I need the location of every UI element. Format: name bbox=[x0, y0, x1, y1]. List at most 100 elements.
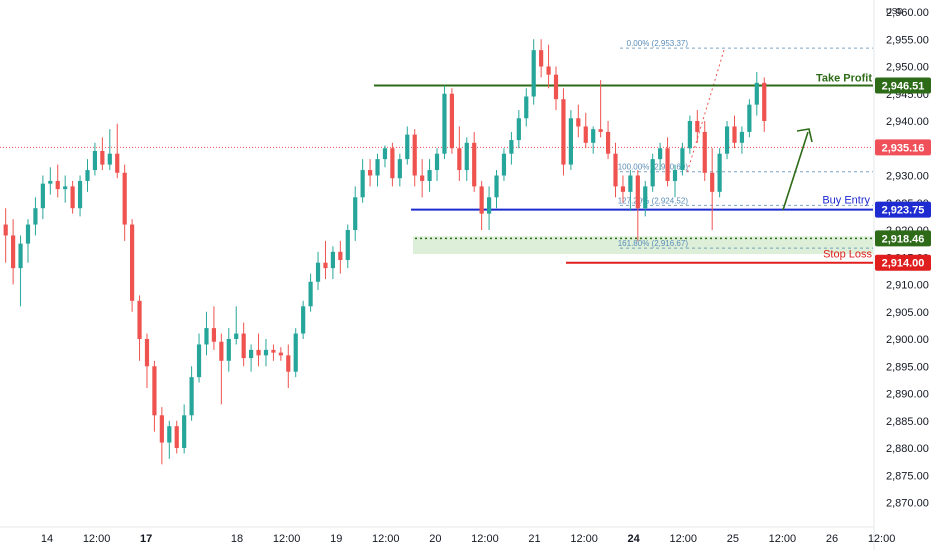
candle-body bbox=[278, 352, 283, 356]
candle-body bbox=[702, 131, 707, 173]
candle-body bbox=[219, 341, 224, 361]
candle-body bbox=[420, 175, 425, 181]
candle-body bbox=[211, 328, 217, 342]
candle-body bbox=[598, 129, 603, 132]
candle-body bbox=[107, 153, 112, 165]
candle-body bbox=[174, 426, 179, 448]
candle-body bbox=[256, 349, 261, 356]
candle-body bbox=[457, 148, 462, 171]
candle-body bbox=[360, 170, 365, 198]
candle-body bbox=[687, 121, 692, 149]
time-axis-tick-label: 12:00 bbox=[273, 533, 301, 545]
take-profit-label: Take Profit bbox=[816, 73, 872, 85]
time-axis-tick-label: 24 bbox=[628, 533, 641, 545]
time-axis-tick-label: 12:00 bbox=[570, 533, 598, 545]
time-axis-tick-label: 12:00 bbox=[372, 533, 400, 545]
candle-body bbox=[204, 328, 209, 345]
candle-body bbox=[182, 415, 187, 448]
price-axis-currency: USD bbox=[886, 7, 903, 16]
candle-body bbox=[762, 82, 767, 121]
candle-body bbox=[130, 224, 135, 301]
candle-body bbox=[345, 230, 350, 260]
candle-body bbox=[338, 251, 343, 260]
candle-body bbox=[70, 186, 75, 209]
candle-body bbox=[33, 208, 38, 225]
candle-body bbox=[271, 349, 276, 353]
price-axis-tick-label: 2,960.00 bbox=[886, 7, 929, 19]
candle-body bbox=[115, 153, 120, 173]
candle-body bbox=[509, 140, 514, 154]
candle-body bbox=[382, 148, 388, 160]
candle-body bbox=[226, 339, 231, 361]
price-axis-tick-label: 2,900.00 bbox=[886, 334, 929, 346]
candle-body bbox=[315, 262, 321, 282]
candle-body bbox=[568, 118, 573, 165]
candle-body bbox=[539, 50, 544, 67]
candle-body bbox=[739, 131, 745, 143]
candle-body bbox=[754, 82, 759, 105]
projection-arrow-head bbox=[796, 128, 813, 143]
candle-body bbox=[546, 66, 551, 75]
price-axis-tick-label: 2,875.00 bbox=[886, 470, 929, 482]
candle-body bbox=[747, 104, 752, 132]
candle-body bbox=[55, 180, 60, 190]
current-price-tag bbox=[875, 139, 931, 156]
take-profit-tag-label: 2,946.51 bbox=[882, 81, 925, 93]
candle-body bbox=[472, 142, 477, 187]
candle-body bbox=[658, 148, 663, 160]
candle-body bbox=[412, 134, 417, 176]
candle-body bbox=[234, 333, 239, 339]
candle-body bbox=[85, 170, 90, 181]
candle-body bbox=[323, 262, 328, 269]
candle-body bbox=[524, 96, 529, 119]
price-axis-tick-label: 2,910.00 bbox=[886, 280, 929, 292]
candle-body bbox=[620, 186, 626, 192]
candle-body bbox=[286, 355, 291, 372]
candle-body bbox=[77, 180, 83, 209]
candle-body bbox=[650, 159, 655, 187]
candle-body bbox=[635, 175, 640, 209]
time-axis-tick-label: 14 bbox=[41, 533, 53, 545]
candle-body bbox=[137, 300, 142, 339]
candle-body bbox=[695, 121, 700, 132]
candle-body bbox=[189, 377, 194, 416]
buy-entry-tag bbox=[875, 201, 931, 218]
candle-body bbox=[196, 344, 202, 378]
price-axis-tick-label: 2,880.00 bbox=[886, 443, 929, 455]
projection-arrow-line bbox=[782, 131, 809, 211]
support-tag bbox=[875, 230, 931, 247]
candle-body bbox=[25, 224, 31, 244]
candle-body bbox=[427, 170, 432, 181]
buy-entry-tag-label: 2,923.75 bbox=[882, 205, 925, 217]
time-axis-tick-label: 12:00 bbox=[769, 533, 797, 545]
candle-body bbox=[353, 197, 358, 230]
candle-body bbox=[605, 131, 611, 154]
candle-body bbox=[293, 333, 298, 372]
candle-body bbox=[628, 175, 633, 192]
take-profit-tag bbox=[875, 77, 931, 94]
candle-body bbox=[516, 118, 521, 141]
support-tag-label: 2,918.46 bbox=[882, 233, 925, 245]
candle-body bbox=[643, 186, 648, 209]
candle-body bbox=[390, 148, 395, 179]
price-axis-tick-label: 2,895.00 bbox=[886, 361, 929, 373]
candle-body bbox=[330, 251, 336, 269]
candle-body bbox=[375, 159, 380, 176]
candle-body bbox=[486, 197, 492, 214]
current-price-tag-label: 2,935.16 bbox=[882, 142, 925, 154]
stop-loss-tag bbox=[875, 254, 931, 271]
candle-body bbox=[92, 150, 98, 171]
candle-body bbox=[40, 183, 45, 209]
candle-body bbox=[672, 170, 678, 181]
time-axis-tick-label: 17 bbox=[140, 533, 152, 545]
price-axis-tick-label: 2,870.00 bbox=[886, 498, 929, 510]
candle-body bbox=[241, 333, 246, 359]
candle-body bbox=[576, 118, 581, 127]
candle-body bbox=[710, 172, 715, 192]
candle-body bbox=[724, 126, 730, 154]
fib-level-label: 0.00% (2,953.37) bbox=[627, 39, 689, 48]
candle-body bbox=[100, 150, 105, 165]
time-axis-tick-label: 25 bbox=[727, 533, 739, 545]
time-axis-tick-label: 18 bbox=[231, 533, 243, 545]
candle-body bbox=[583, 126, 588, 143]
